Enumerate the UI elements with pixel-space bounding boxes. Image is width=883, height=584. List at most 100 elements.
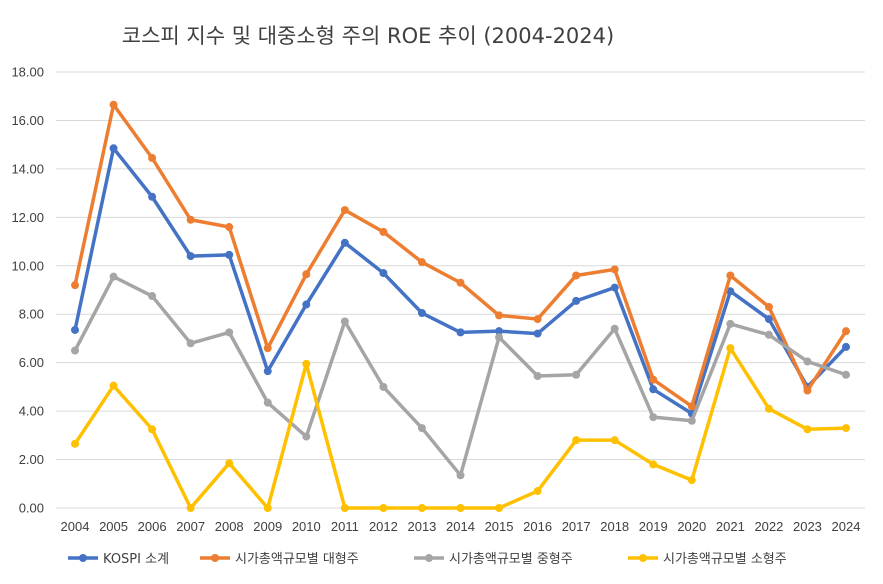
- data-point: [148, 292, 157, 301]
- legend-label: KOSPI 소계: [103, 552, 169, 567]
- data-point: [379, 269, 388, 278]
- data-point: [340, 206, 349, 215]
- data-point: [71, 346, 79, 355]
- data-point: [225, 223, 234, 232]
- data-point: [109, 272, 118, 281]
- data-point: [417, 424, 426, 433]
- data-point: [495, 311, 504, 320]
- legend: KOSPI 소계 시가총액규모별 대형주 시가총액규모별 중형주 시가총액규모별 소형…: [68, 552, 787, 567]
- x-tick-label: 2016: [523, 519, 552, 534]
- data-point: [302, 432, 311, 441]
- data-point: [302, 300, 311, 309]
- x-tick-label: 2014: [446, 519, 475, 534]
- data-point: [456, 504, 465, 512]
- data-point: [533, 487, 542, 496]
- data-point: [340, 504, 349, 512]
- y-tick-label: 4.00: [19, 404, 44, 419]
- data-point: [225, 250, 234, 259]
- data-point: [610, 324, 619, 333]
- legend-item: 시가총액규모별 대형주: [200, 552, 359, 567]
- chart-title: 코스피 지수 및 대중소형 주의 ROE 추이 (2004-2024): [122, 24, 614, 48]
- data-point: [610, 436, 619, 445]
- data-point: [71, 281, 79, 290]
- data-point: [417, 309, 426, 318]
- legend-label: 시가총액규모별 소형주: [663, 552, 787, 567]
- data-point: [572, 271, 581, 280]
- data-point: [148, 153, 157, 162]
- data-point: [842, 424, 850, 433]
- legend-swatch-marker: [211, 554, 219, 562]
- y-tick-label: 6.00: [19, 355, 44, 370]
- data-point: [803, 386, 812, 395]
- legend-label: 시가총액규모별 대형주: [235, 552, 359, 567]
- data-point: [456, 328, 465, 337]
- x-tick-label: 2015: [485, 519, 514, 534]
- data-point: [263, 398, 272, 407]
- data-point: [533, 371, 542, 380]
- data-point: [186, 339, 195, 348]
- data-point: [225, 459, 234, 468]
- legend-item: 시가총액규모별 중형주: [414, 552, 573, 567]
- data-point: [649, 385, 658, 394]
- y-tick-label: 10.00: [11, 258, 44, 273]
- data-point: [379, 227, 388, 236]
- x-tick-label: 2010: [292, 519, 321, 534]
- series-lines: [71, 100, 850, 512]
- data-point: [263, 344, 272, 353]
- data-point: [726, 319, 735, 328]
- data-point: [148, 425, 157, 434]
- data-point: [71, 439, 79, 448]
- data-point: [764, 330, 773, 339]
- data-point: [379, 382, 388, 391]
- data-point: [649, 460, 658, 469]
- data-point: [495, 333, 504, 342]
- legend-item: KOSPI 소계: [68, 552, 169, 567]
- data-point: [302, 270, 311, 279]
- x-tick-label: 2005: [99, 519, 128, 534]
- data-point: [148, 192, 157, 201]
- data-point: [726, 344, 735, 353]
- data-point: [109, 381, 118, 390]
- x-tick-label: 2021: [716, 519, 745, 534]
- x-tick-label: 2012: [369, 519, 398, 534]
- data-point: [803, 425, 812, 434]
- x-tick-label: 2004: [61, 519, 90, 534]
- data-point: [803, 357, 812, 366]
- data-point: [379, 504, 388, 512]
- data-point: [572, 296, 581, 305]
- x-tick-label: 2008: [215, 519, 244, 534]
- data-point: [649, 375, 658, 384]
- data-point: [687, 416, 696, 425]
- data-point: [186, 215, 195, 224]
- y-tick-label: 12.00: [11, 210, 44, 225]
- data-point: [764, 302, 773, 311]
- x-tick-label: 2023: [793, 519, 822, 534]
- x-tick-label: 2022: [754, 519, 783, 534]
- data-point: [417, 504, 426, 512]
- data-point: [764, 315, 773, 324]
- x-tick-label: 2011: [331, 519, 359, 534]
- data-point: [726, 271, 735, 280]
- x-tick-label: 2013: [407, 519, 436, 534]
- data-point: [71, 325, 79, 334]
- y-tick-label: 16.00: [11, 113, 44, 128]
- x-tick-label: 2024: [832, 519, 861, 534]
- legend-swatch-marker: [425, 554, 433, 562]
- data-point: [649, 413, 658, 422]
- data-point: [456, 471, 465, 480]
- data-point: [417, 258, 426, 267]
- data-point: [495, 504, 504, 512]
- legend-item: 시가총액규모별 소형주: [628, 552, 787, 567]
- x-tick-label: 2009: [253, 519, 282, 534]
- series-line: [73, 346, 848, 510]
- data-point: [456, 278, 465, 287]
- data-point: [572, 370, 581, 379]
- data-point: [186, 504, 195, 512]
- series-2: [71, 100, 850, 411]
- data-point: [225, 328, 234, 337]
- y-tick-label: 14.00: [11, 161, 44, 176]
- legend-label: 시가총액규모별 중형주: [449, 552, 573, 567]
- y-axis-ticks: 0.00 2.00 4.00 6.00 8.00 10.00 12.00 14.00 16.00…: [11, 65, 44, 516]
- data-point: [533, 315, 542, 324]
